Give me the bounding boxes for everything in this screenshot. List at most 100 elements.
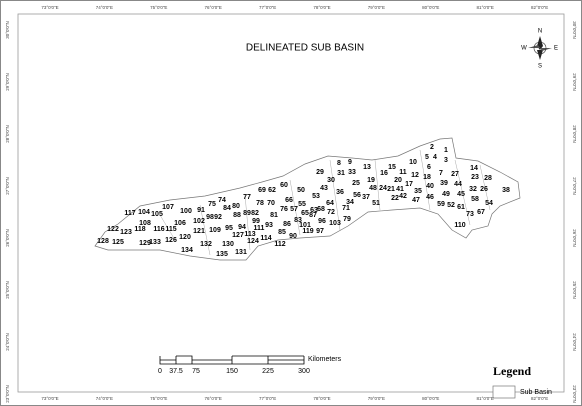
page: {"title": "DELINEATED SUB BASIN", "basin… <box>0 0 582 406</box>
longitude-label: 74°0'0"E <box>96 5 113 10</box>
sub-basin-label: 5 <box>425 154 429 161</box>
sub-basin-label: 6 <box>427 164 431 171</box>
sub-basin-label: 100 <box>180 208 192 215</box>
sub-basin-label: 24 <box>379 185 387 192</box>
sub-basin-label: 27 <box>451 171 459 178</box>
legend-swatch <box>493 386 515 398</box>
scale-unit: Kilometers <box>308 356 342 363</box>
sub-basin-label: 1 <box>444 147 448 154</box>
sub-basin-label: 60 <box>280 182 288 189</box>
sub-basin-label: 110 <box>454 222 465 229</box>
sub-basin-label: 114 <box>260 235 271 242</box>
sub-basin-label: 96 <box>318 218 326 225</box>
latitude-label: 29°0'0"N <box>5 73 10 91</box>
sub-basin-label: 2 <box>430 144 434 151</box>
longitude-label: 76°0'0"E <box>205 396 222 401</box>
longitude-label: 77°0'0"E <box>259 5 276 10</box>
sub-basin-label: 62 <box>268 187 276 194</box>
longitude-label: 78°0'0"E <box>313 396 330 401</box>
sub-basin-label: 7 <box>439 170 443 177</box>
sub-basin-label: 90 <box>289 233 297 240</box>
sub-basin-label: 116 <box>153 226 164 233</box>
longitude-label: 80°0'0"E <box>422 396 439 401</box>
sub-basin-label: 56 <box>353 192 361 199</box>
longitude-label: 81°0'0"E <box>477 5 494 10</box>
sub-basin-label: 79 <box>343 216 351 223</box>
sub-basin-label: 112 <box>274 241 285 248</box>
sub-basin-label: 61 <box>457 204 465 211</box>
sub-basin-label: 99 <box>252 218 260 225</box>
longitude-label: 73°0'0"E <box>41 5 58 10</box>
sub-basin-label: 135 <box>216 251 228 258</box>
sub-basin-label: 128 <box>97 238 109 245</box>
sub-basin-label: 133 <box>149 239 161 246</box>
sub-basin-label: 91 <box>197 207 205 214</box>
longitude-label: 77°0'0"E <box>259 396 276 401</box>
sub-basin-label: 36 <box>336 189 344 196</box>
longitude-label: 79°0'0"E <box>368 5 385 10</box>
sub-basin-label: 40 <box>426 183 434 190</box>
latitude-label: 26°0'0"N <box>5 229 10 247</box>
sub-basin-label: 20 <box>394 177 402 184</box>
sub-basin-label: 43 <box>320 185 328 192</box>
sub-basin-label: 58 <box>471 196 479 203</box>
sub-basin-label: 71 <box>342 205 350 212</box>
sub-basin-label: 81 <box>270 212 278 219</box>
latitude-label: 25°0'0"N <box>572 281 577 299</box>
longitude-label: 79°0'0"E <box>368 396 385 401</box>
longitude-label: 82°0'0"E <box>531 5 548 10</box>
sub-basin-label: 35 <box>414 188 422 195</box>
sub-basin-label: 109 <box>209 227 221 234</box>
latitude-label: 23°0'0"N <box>5 385 10 403</box>
sub-basin-label: 28 <box>484 175 492 182</box>
sub-basin-label: 130 <box>222 241 234 248</box>
latitude-label: 25°0'0"N <box>5 281 10 299</box>
sub-basin-label: 64 <box>326 200 334 207</box>
sub-basin-label: 98 <box>206 214 214 221</box>
sub-basin-label: 55 <box>298 201 306 208</box>
sub-basin-label: 77 <box>243 194 251 201</box>
sub-basin-label: 105 <box>151 211 163 218</box>
sub-basin-label: 33 <box>348 169 356 176</box>
latitude-label: 30°0'0"N <box>572 21 577 39</box>
sub-basin-label: 57 <box>290 206 298 213</box>
longitude-label: 81°0'0"E <box>477 396 494 401</box>
sub-basin-label: 118 <box>134 226 145 233</box>
sub-basin-label: 102 <box>193 218 205 225</box>
sub-basin-label: 124 <box>247 238 259 245</box>
compass-e: E <box>554 46 558 52</box>
sub-basin-label: 78 <box>256 200 264 207</box>
scale-label: 150 <box>226 368 238 375</box>
sub-basin-label: 115 <box>165 226 176 233</box>
map: DELINEATED SUB BASIN N E S W Kilometers … <box>0 0 582 406</box>
sub-basin-label: 70 <box>267 200 275 207</box>
sub-basin-label: 82 <box>251 210 259 217</box>
sub-basin-label: 119 <box>302 228 313 235</box>
sub-basin-label: 125 <box>112 239 124 246</box>
sub-basin-label: 52 <box>447 202 455 209</box>
sub-basin-label: 4 <box>433 154 437 161</box>
sub-basin-label: 32 <box>469 186 477 193</box>
sub-basin-label: 126 <box>165 237 177 244</box>
sub-basin-label: 26 <box>480 186 488 193</box>
latitude-label: 30°0'0"N <box>5 21 10 39</box>
sub-basin-label: 104 <box>138 209 150 216</box>
scale-label: 300 <box>298 368 310 375</box>
sub-basin-label: 10 <box>409 159 417 166</box>
sub-basin-label: 85 <box>278 229 286 236</box>
legend-item: Sub Basin <box>520 389 552 396</box>
longitude-label: 75°0'0"E <box>150 5 167 10</box>
sub-basin-label: 45 <box>457 191 465 198</box>
sub-basin-label: 67 <box>477 209 485 216</box>
sub-basin-label: 80 <box>232 203 240 210</box>
sub-basin-label: 117 <box>124 210 135 217</box>
sub-basin-label: 46 <box>426 194 434 201</box>
sub-basin-label: 121 <box>193 228 205 235</box>
sub-basin-label: 25 <box>352 180 360 187</box>
sub-basin-label: 50 <box>297 187 305 194</box>
sub-basin-label: 49 <box>442 191 450 198</box>
sub-basin-label: 8 <box>337 160 341 167</box>
sub-basin-label: 65 <box>301 210 309 217</box>
compass-n: N <box>538 29 542 35</box>
longitude-label: 73°0'0"E <box>41 396 58 401</box>
